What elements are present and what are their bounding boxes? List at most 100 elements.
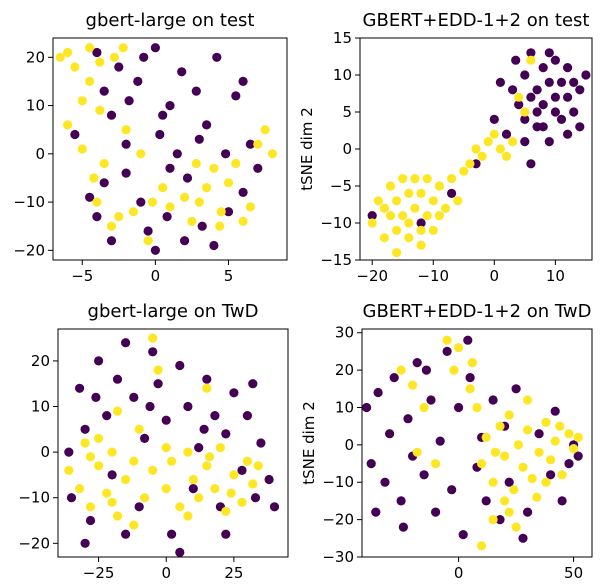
data-point (112, 406, 123, 416)
data-point (253, 163, 263, 173)
data-point (161, 443, 171, 453)
data-point (416, 218, 426, 228)
data-point (526, 48, 536, 58)
data-point (191, 158, 201, 169)
data-point (541, 477, 551, 487)
x-tick-label: −5 (71, 267, 93, 285)
data-point (187, 216, 197, 226)
data-point (520, 137, 530, 147)
data-point (106, 236, 117, 246)
data-point (509, 485, 519, 495)
data-point (488, 477, 498, 487)
data-point (379, 233, 389, 243)
scatter-points (362, 335, 583, 551)
subplot-4: GBERT+EDD-1+2 on TwD tSNE dim 2 0 50 −30 −2… (300, 301, 593, 582)
data-point (237, 465, 247, 475)
y-tick-label: 15 (333, 29, 352, 47)
data-point (229, 470, 239, 480)
data-point (526, 92, 536, 102)
data-point (501, 151, 512, 161)
data-point (442, 335, 452, 345)
data-point (513, 440, 524, 450)
subplot-3: gbert-large on TwD −25 0 25 −20 −10 0 10 20 (18, 301, 289, 582)
plot-frame (57, 328, 289, 558)
data-point (556, 77, 567, 87)
data-point (518, 533, 528, 543)
data-point (148, 347, 158, 357)
data-point (454, 343, 464, 353)
data-point (495, 515, 505, 525)
data-point (199, 424, 209, 434)
x-tick-label: −25 (83, 564, 115, 582)
data-point (194, 134, 204, 144)
data-point (534, 429, 544, 439)
data-point (260, 125, 270, 135)
y-tick-label: −20 (18, 534, 50, 552)
data-point (404, 218, 414, 228)
data-point (102, 488, 112, 498)
data-point (396, 496, 406, 506)
data-point (106, 221, 117, 231)
data-point (109, 52, 119, 62)
data-point (183, 447, 193, 457)
data-point (118, 43, 128, 53)
data-point (392, 248, 402, 258)
data-point (237, 497, 247, 507)
data-point (77, 96, 87, 106)
data-point (463, 335, 473, 345)
data-point (373, 196, 383, 206)
data-point (477, 459, 487, 469)
data-point (223, 207, 234, 217)
data-point (150, 245, 160, 255)
scatter-points (64, 333, 280, 558)
data-point (191, 86, 201, 96)
data-point (165, 163, 175, 173)
data-point (85, 452, 96, 462)
data-point (511, 384, 521, 394)
data-point (202, 383, 212, 393)
data-point (175, 502, 185, 512)
data-point (385, 429, 395, 439)
data-point (85, 515, 96, 526)
data-point (556, 114, 567, 124)
data-point (532, 107, 542, 117)
data-point (526, 159, 536, 169)
data-point (544, 48, 554, 58)
data-point (434, 181, 444, 191)
plot-frame (52, 37, 288, 261)
data-point (242, 411, 252, 421)
data-point (495, 144, 505, 154)
data-point (95, 105, 105, 115)
data-point (447, 485, 457, 495)
data-point (55, 52, 65, 62)
data-point (80, 538, 90, 548)
data-point (202, 120, 212, 130)
data-point (419, 470, 429, 480)
y-tick-label: −10 (13, 193, 45, 211)
data-point (202, 183, 212, 193)
data-point (183, 511, 193, 521)
data-point (245, 202, 255, 212)
data-point (267, 149, 277, 159)
data-point (371, 507, 381, 517)
data-point (210, 411, 220, 421)
data-point (143, 236, 153, 246)
data-point (518, 462, 528, 472)
data-point (569, 77, 579, 87)
data-point (245, 139, 255, 149)
data-point (92, 212, 102, 222)
data-point (410, 203, 420, 213)
data-point (459, 166, 469, 176)
data-point (449, 365, 459, 375)
data-point (175, 547, 185, 558)
data-point (504, 507, 514, 517)
data-point (398, 522, 408, 532)
data-point (557, 496, 567, 506)
y-tick-label: 10 (26, 97, 45, 115)
x-tick-label: 50 (564, 564, 583, 582)
data-point (121, 338, 131, 348)
data-point (544, 137, 554, 147)
data-point (404, 233, 414, 243)
data-point (63, 120, 73, 130)
data-point (550, 436, 560, 446)
